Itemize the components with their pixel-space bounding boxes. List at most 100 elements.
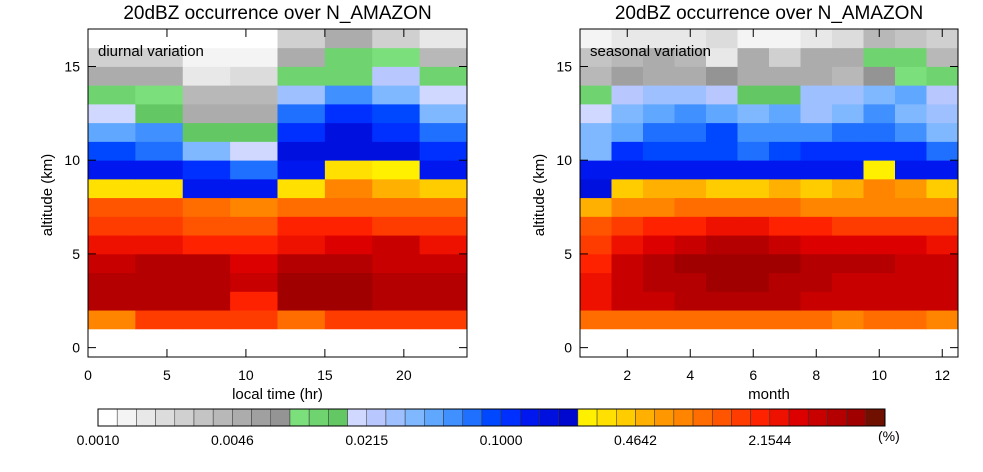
heatmap-cell xyxy=(769,47,801,67)
heatmap-cell xyxy=(230,291,278,311)
heatmap-cell xyxy=(230,103,278,124)
colorbar-swatch xyxy=(308,408,329,427)
heatmap-cell xyxy=(926,122,959,142)
heatmap-cell xyxy=(832,29,864,49)
heatmap-cell xyxy=(737,141,770,161)
heatmap-cell xyxy=(926,253,959,274)
heatmap-cell xyxy=(277,29,326,49)
colorbar-swatch xyxy=(577,408,598,427)
heatmap-cell xyxy=(706,310,738,330)
heatmap-cell xyxy=(324,310,373,330)
heatmap-cell xyxy=(674,85,707,105)
heatmap-cell xyxy=(88,29,136,49)
colorbar-swatch xyxy=(270,408,291,427)
heatmap-cell xyxy=(895,197,927,217)
heatmap-cell xyxy=(135,122,184,142)
y-tick-label: 0 xyxy=(564,340,572,356)
y-tick-label: 10 xyxy=(556,152,572,168)
colorbar-swatch xyxy=(116,408,137,427)
heatmap-cell xyxy=(230,29,278,49)
heatmap-cell xyxy=(182,47,231,67)
seasonal-panel: 2 4 6 8 10 12 0 5 10 15 20dBZ occurrence over N_AM… xyxy=(531,3,959,403)
heatmap-cell xyxy=(926,235,959,255)
heatmap-cell xyxy=(419,197,468,217)
heatmap-cell xyxy=(580,66,612,86)
heatmap-cell xyxy=(580,178,612,199)
colorbar-unit-label: (%) xyxy=(878,428,900,444)
heatmap-cell xyxy=(230,141,278,161)
heatmap-cell xyxy=(88,122,136,142)
heatmap-cell xyxy=(419,141,468,161)
heatmap-cell xyxy=(580,122,612,142)
heatmap-cell xyxy=(737,291,770,311)
heatmap-cell xyxy=(643,310,675,330)
heatmap-cell xyxy=(277,216,326,236)
heatmap-cell xyxy=(277,310,326,330)
heatmap-cell xyxy=(926,197,959,217)
heatmap-cell xyxy=(419,103,468,124)
colorbar-swatch xyxy=(97,408,118,427)
heatmap-cell xyxy=(277,122,326,142)
heatmap-cell xyxy=(372,160,421,180)
heatmap-cell xyxy=(135,103,184,124)
heatmap-cell xyxy=(135,160,184,180)
heatmap-cell xyxy=(706,141,738,161)
heatmap-cell xyxy=(135,272,184,292)
heatmap-cell xyxy=(863,291,896,311)
heatmap-cell xyxy=(88,85,136,105)
heatmap-cell xyxy=(800,272,833,292)
heatmap-cell xyxy=(324,272,373,292)
heatmap-cell xyxy=(580,47,612,67)
heatmap-cell xyxy=(832,235,864,255)
heatmap-cell xyxy=(800,291,833,311)
heatmap-cell xyxy=(419,47,468,67)
y-tick-label: 0 xyxy=(72,340,80,356)
heatmap-cell xyxy=(88,235,136,255)
heatmap-cell xyxy=(277,160,326,180)
heatmap-cell xyxy=(832,272,864,292)
heatmap-cell xyxy=(277,141,326,161)
heatmap-cell xyxy=(800,103,833,124)
heatmap-cell xyxy=(230,178,278,199)
heatmap-cell xyxy=(800,310,833,330)
heatmap-cell xyxy=(643,47,675,67)
heatmap-cell xyxy=(419,291,468,311)
colorbar-swatch xyxy=(846,408,867,427)
heatmap-cell xyxy=(674,178,707,199)
heatmap-cell xyxy=(324,235,373,255)
heatmap-cell xyxy=(800,66,833,86)
heatmap-cell xyxy=(674,197,707,217)
heatmap-cell xyxy=(800,216,833,236)
heatmap-cell xyxy=(674,47,707,67)
heatmap-cell xyxy=(674,66,707,86)
x-tick-label: 12 xyxy=(934,367,950,383)
heatmap-cell xyxy=(324,47,373,67)
heatmap-cell xyxy=(895,235,927,255)
heatmap-cell xyxy=(706,85,738,105)
heatmap-cell xyxy=(277,66,326,86)
heatmap-cell xyxy=(832,253,864,274)
heatmap-cell xyxy=(419,160,468,180)
y-tick-label: 15 xyxy=(64,58,80,74)
heatmap-cell xyxy=(580,85,612,105)
colorbar-swatch xyxy=(462,408,483,427)
heatmap-cell xyxy=(277,47,326,67)
heatmap-cell xyxy=(182,291,231,311)
heatmap-cell xyxy=(674,29,707,49)
heatmap-cell xyxy=(832,310,864,330)
heatmap-cell xyxy=(182,197,231,217)
heatmap-cell xyxy=(737,253,770,274)
heatmap-cell xyxy=(706,197,738,217)
heatmap-cell xyxy=(135,29,184,49)
colorbar-tick-label: 0.0215 xyxy=(345,432,388,448)
heatmap-cell xyxy=(800,122,833,142)
heatmap-cell xyxy=(769,66,801,86)
y-tick-label: 10 xyxy=(64,152,80,168)
heatmap-cell xyxy=(674,141,707,161)
colorbar-swatch xyxy=(654,408,675,427)
heatmap-cell xyxy=(277,272,326,292)
heatmap-cell xyxy=(706,66,738,86)
heatmap-cell xyxy=(611,141,644,161)
heatmap-cell xyxy=(769,310,801,330)
colorbar-swatch xyxy=(174,408,195,427)
